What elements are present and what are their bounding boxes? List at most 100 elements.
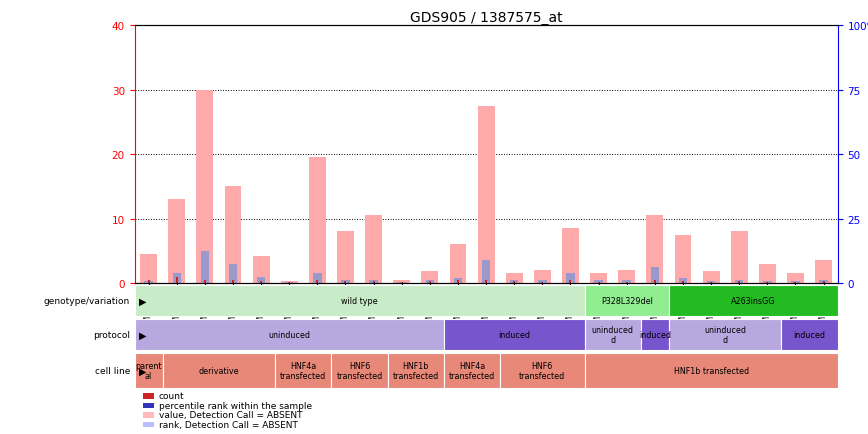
Bar (288, 282, 290, 283)
Bar (388, 353, 444, 388)
Bar (457, 280, 459, 283)
Bar (707, 282, 715, 283)
Bar (669, 286, 838, 317)
Bar (647, 216, 663, 283)
Bar (135, 286, 584, 317)
Bar (285, 282, 293, 283)
Bar (566, 274, 575, 283)
Bar (485, 280, 487, 283)
Bar (622, 281, 631, 283)
Text: rank, Detection Call = ABSENT: rank, Detection Call = ABSENT (159, 420, 298, 429)
Text: ▶: ▶ (139, 296, 147, 306)
Bar (201, 251, 209, 283)
Bar (702, 272, 720, 283)
Bar (454, 278, 462, 283)
Bar (168, 200, 185, 283)
Bar (253, 256, 270, 283)
Text: HNF1b transfected: HNF1b transfected (674, 366, 748, 375)
Text: cell line: cell line (95, 366, 130, 375)
Bar (162, 353, 275, 388)
Bar (140, 254, 157, 283)
Bar (500, 353, 584, 388)
Bar (477, 106, 495, 283)
Text: P328L329del: P328L329del (601, 296, 653, 306)
Text: percentile rank within the sample: percentile rank within the sample (159, 401, 312, 410)
Bar (682, 282, 684, 283)
Bar (332, 353, 388, 388)
Bar (148, 280, 149, 283)
Bar (654, 280, 656, 283)
Bar (597, 282, 600, 283)
Bar (393, 280, 411, 283)
Bar (144, 282, 153, 283)
Bar (135, 353, 162, 388)
Text: GDS905 / 1387575_at: GDS905 / 1387575_at (410, 11, 562, 25)
Bar (316, 280, 319, 283)
Text: uninduced
d: uninduced d (592, 325, 634, 345)
Bar (534, 270, 551, 283)
Bar (584, 353, 838, 388)
Bar (345, 282, 346, 283)
Bar (674, 235, 692, 283)
Bar (232, 280, 234, 283)
Bar (260, 282, 262, 283)
Bar (731, 232, 747, 283)
Bar (421, 272, 438, 283)
Text: uninduced: uninduced (268, 330, 310, 339)
Bar (542, 282, 543, 283)
Bar (562, 229, 579, 283)
Bar (175, 277, 178, 283)
Text: induced: induced (793, 330, 825, 339)
Bar (618, 270, 635, 283)
Bar (781, 319, 838, 351)
Bar (257, 277, 266, 283)
Bar (370, 280, 378, 283)
Bar (679, 278, 687, 283)
Bar (173, 274, 181, 283)
Bar (513, 282, 516, 283)
Bar (429, 282, 431, 283)
Text: genotype/variation: genotype/variation (44, 296, 130, 306)
Bar (766, 282, 768, 283)
Bar (823, 282, 825, 283)
Text: count: count (159, 391, 185, 400)
Bar (595, 281, 602, 283)
Bar (341, 280, 350, 283)
Bar (510, 280, 518, 283)
Text: HNF6
transfected: HNF6 transfected (519, 361, 565, 381)
Bar (398, 282, 406, 283)
Bar (590, 274, 607, 283)
Bar (506, 274, 523, 283)
Bar (444, 319, 584, 351)
Text: induced: induced (639, 330, 671, 339)
Bar (372, 282, 375, 283)
Text: wild type: wild type (341, 296, 378, 306)
Bar (787, 274, 804, 283)
Bar (450, 245, 466, 283)
Text: ▶: ▶ (139, 330, 147, 340)
Bar (337, 232, 354, 283)
Bar (204, 280, 206, 283)
Text: ▶: ▶ (139, 366, 147, 376)
Bar (538, 281, 547, 283)
Text: uninduced
d: uninduced d (704, 325, 746, 345)
Bar (425, 280, 434, 283)
Bar (482, 261, 490, 283)
Text: induced: induced (498, 330, 530, 339)
Text: HNF1b
transfected: HNF1b transfected (392, 361, 439, 381)
Text: HNF4a
transfected: HNF4a transfected (449, 361, 495, 381)
Bar (229, 264, 237, 283)
Bar (275, 353, 332, 388)
Bar (738, 282, 740, 283)
Bar (651, 267, 659, 283)
Bar (365, 216, 382, 283)
Bar (641, 319, 669, 351)
Text: HNF4a
transfected: HNF4a transfected (280, 361, 326, 381)
Bar (819, 280, 828, 283)
Bar (135, 319, 444, 351)
Bar (710, 282, 712, 283)
Bar (584, 286, 669, 317)
Bar (792, 282, 799, 283)
Bar (794, 282, 797, 283)
Bar (669, 319, 781, 351)
